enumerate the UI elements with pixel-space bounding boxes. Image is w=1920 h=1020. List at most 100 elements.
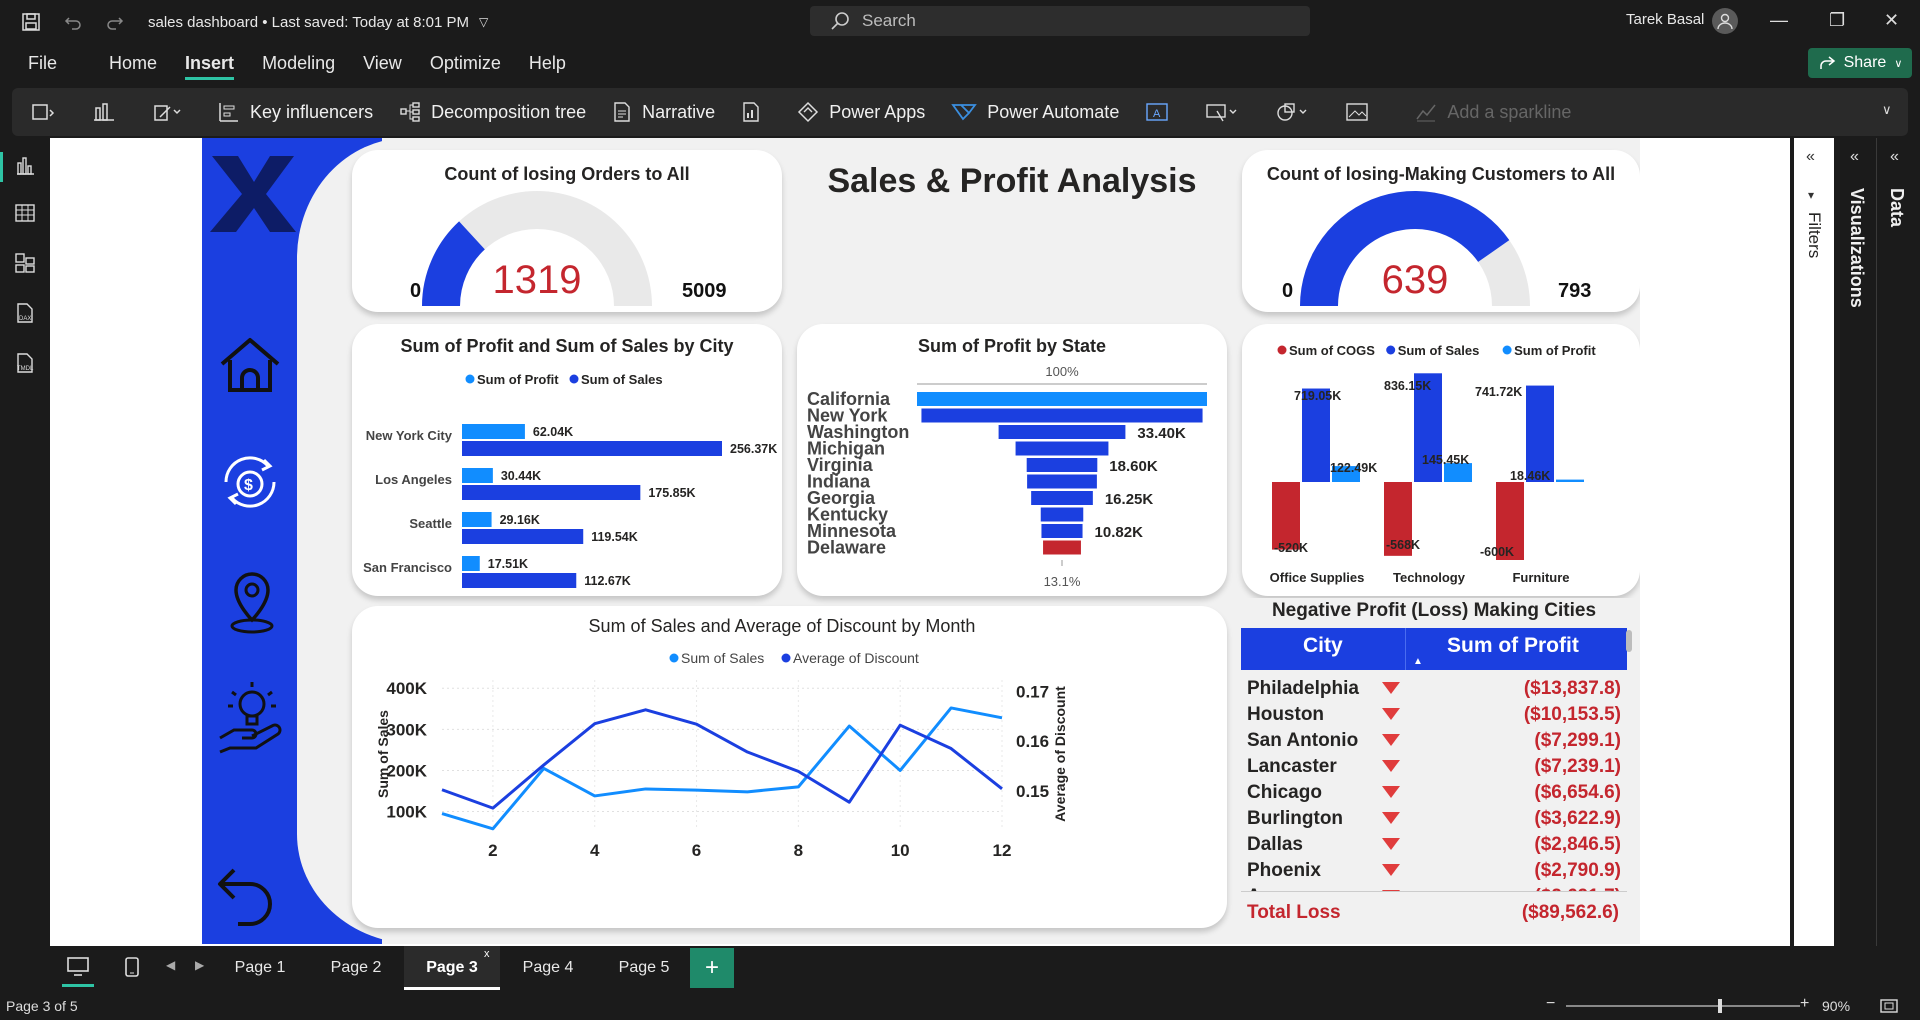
menu-insert[interactable]: Insert [185, 44, 235, 82]
idea-hand-icon[interactable] [216, 678, 286, 756]
chart-card-category[interactable]: Sum of COGS Sum of Sales Sum of Profit Offi… [1242, 324, 1640, 596]
bar-chart-button[interactable] [92, 100, 126, 124]
column-header-profit[interactable]: Sum of Profit [1447, 634, 1579, 657]
menu-view[interactable]: View [363, 53, 402, 73]
table-row[interactable]: Chicago ($6,654.6) [1241, 782, 1627, 808]
next-page-icon[interactable]: ▶ [195, 958, 205, 972]
sort-ascending-icon: ▲ [1413, 656, 1423, 667]
minimize-icon[interactable]: — [1770, 10, 1788, 30]
filters-pane[interactable]: « ▾ Filters [1794, 138, 1834, 946]
chevron-down-icon[interactable]: ▽ [479, 15, 489, 29]
gauge-fill [422, 221, 485, 306]
chart-card-sales-discount-by-month[interactable]: Sum of Sales and Average of Discount by … [352, 606, 1227, 928]
data-label[interactable]: Data [1887, 188, 1907, 228]
previous-page-icon[interactable]: ◀ [166, 958, 176, 972]
buttons-dropdown[interactable] [1205, 101, 1249, 123]
table-row[interactable]: Houston ($10,153.5) [1241, 704, 1627, 730]
search-input[interactable]: Search [810, 6, 1310, 36]
bar [462, 424, 525, 439]
chart-card-profit-by-state[interactable]: Sum of Profit by State 100% California New … [797, 324, 1227, 596]
table-row[interactable]: Aurora ($2,691.7) [1241, 886, 1627, 891]
page-tab-4[interactable]: Page 4 [522, 959, 574, 976]
model-view-icon[interactable] [14, 252, 36, 274]
table-row[interactable]: Lancaster ($7,239.1) [1241, 756, 1627, 782]
power-apps-button[interactable]: Power Apps [797, 101, 925, 123]
legend-marker [465, 374, 475, 384]
y2-axis-label: Average of Discount [1052, 686, 1068, 822]
report-view-icon[interactable] [14, 154, 36, 176]
city-cell: Philadelphia [1247, 678, 1359, 699]
menu-file[interactable]: File [28, 53, 58, 73]
bar [462, 485, 641, 500]
money-cycle-icon[interactable]: $ [216, 448, 284, 516]
gauge-card-losing-customers[interactable]: Count of losing-Making Customers to All … [1242, 150, 1640, 312]
new-visual-button[interactable] [30, 100, 66, 124]
location-pin-icon[interactable] [224, 570, 280, 636]
format-chart-button[interactable] [152, 100, 192, 124]
chart-card-profit-sales-by-city[interactable]: Sum of Profit and Sum of Sales by City Su… [352, 324, 782, 596]
decomposition-tree-button[interactable]: Decomposition tree [399, 101, 586, 123]
add-page-button[interactable]: + [690, 948, 734, 988]
add-sparkline-button[interactable]: Add a sparkline [1415, 101, 1571, 123]
table-row[interactable]: Burlington ($3,622.9) [1241, 808, 1627, 834]
ribbon-collapse-icon[interactable]: ∨ [1882, 102, 1892, 117]
close-page-icon[interactable]: x [484, 948, 490, 960]
legend-marker [1502, 345, 1512, 355]
menu-modeling[interactable]: Modeling [262, 53, 336, 73]
zoom-slider[interactable] [1566, 999, 1800, 1013]
category-label: Furniture [1512, 570, 1569, 585]
page-tab-1[interactable]: Page 1 [234, 959, 286, 976]
zoom-in-icon[interactable]: + [1800, 995, 1810, 1012]
expand-filters-icon[interactable]: « [1806, 148, 1815, 165]
page-tab-2[interactable]: Page 2 [330, 959, 382, 976]
page-tab-3[interactable]: Page 3 [404, 946, 500, 990]
image-button[interactable] [1345, 101, 1379, 123]
home-icon[interactable] [218, 334, 282, 398]
narrative-button[interactable]: Narrative [612, 101, 715, 123]
power-automate-button[interactable]: Power Automate [951, 101, 1119, 123]
close-icon[interactable]: ✕ [1884, 10, 1900, 30]
key-influencers-button[interactable]: Key influencers [218, 101, 373, 123]
paginated-report-button[interactable] [741, 101, 771, 123]
table-row[interactable]: San Antonio ($7,299.1) [1241, 730, 1627, 756]
data-label: 145.45K [1422, 453, 1469, 467]
table-view-icon[interactable] [14, 202, 36, 224]
redo-icon[interactable] [104, 11, 126, 33]
page-tab-5[interactable]: Page 5 [618, 959, 670, 976]
table-scrollbar[interactable] [1626, 630, 1632, 652]
total-label: Total Loss [1247, 902, 1341, 923]
chart-title: Sum of Profit and Sum of Sales by City [400, 336, 733, 356]
shapes-dropdown[interactable] [1275, 101, 1319, 123]
zoom-slider-thumb[interactable] [1718, 999, 1722, 1013]
gauge-card-losing-orders[interactable]: Count of losing Orders to All 0 1319 500… [352, 150, 782, 312]
bar [462, 573, 577, 588]
legend-marker [569, 374, 579, 384]
fit-to-page-icon[interactable] [1880, 998, 1898, 1014]
document-title[interactable]: sales dashboard • Last saved: Today at 8… [148, 13, 470, 31]
save-icon[interactable] [20, 11, 42, 33]
menu-home[interactable]: Home [109, 53, 158, 73]
expand-visualizations-icon[interactable]: « [1850, 148, 1859, 165]
desktop-layout-icon[interactable] [66, 956, 90, 978]
maximize-icon[interactable]: ❐ [1829, 10, 1846, 30]
loss-cities-table[interactable]: Negative Profit (Loss) Making Cities Cit… [1234, 598, 1634, 928]
visualizations-label[interactable]: Visualizations [1847, 188, 1867, 308]
table-row[interactable]: Dallas ($2,846.5) [1241, 834, 1627, 860]
text-box-button[interactable]: A [1145, 101, 1179, 123]
table-row[interactable]: Phoenix ($2,790.9) [1241, 860, 1627, 886]
zoom-out-icon[interactable]: − [1546, 995, 1556, 1012]
back-arrow-icon[interactable] [214, 862, 278, 926]
menu-help[interactable]: Help [528, 53, 566, 73]
funnel-bar [921, 408, 1203, 423]
avatar[interactable] [1712, 8, 1738, 34]
zoom-level[interactable]: 90% [1822, 998, 1851, 1014]
undo-icon[interactable] [62, 11, 84, 33]
table-row[interactable]: Philadelphia ($13,837.8) [1241, 678, 1627, 704]
expand-data-icon[interactable]: « [1890, 148, 1899, 165]
mobile-layout-icon[interactable] [124, 956, 140, 978]
share-button[interactable]: Share ∨ [1808, 48, 1912, 78]
dax-query-view-icon[interactable]: DAX [14, 302, 36, 324]
tmdl-view-icon[interactable]: TMDL [14, 352, 36, 374]
column-header-city[interactable]: City [1303, 634, 1343, 657]
menu-optimize[interactable]: Optimize [429, 53, 501, 73]
